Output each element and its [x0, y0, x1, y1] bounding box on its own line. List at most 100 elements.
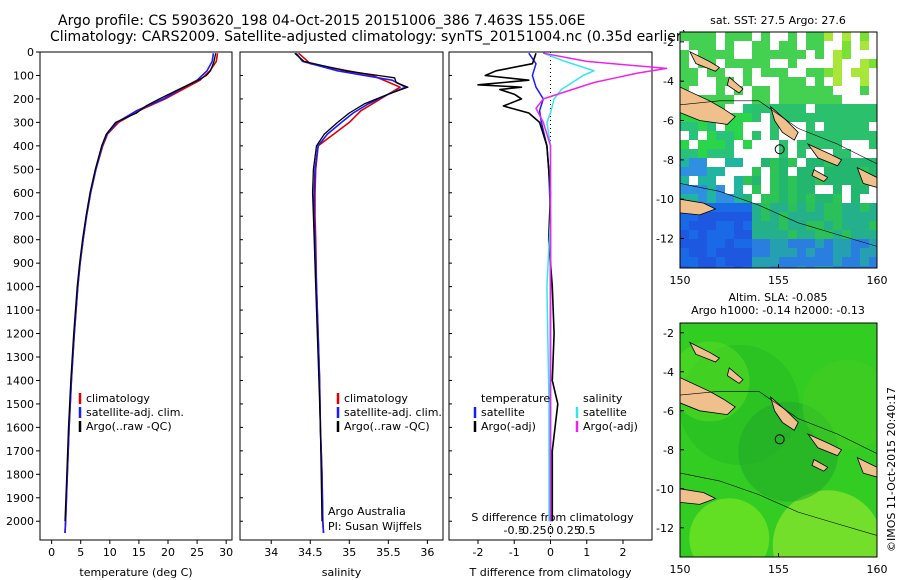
temperature-axis-label: temperature (deg C): [79, 566, 192, 579]
sst-cell: [851, 203, 860, 212]
sst-cell: [716, 221, 725, 230]
sst-cell: [779, 149, 788, 158]
sst-cell: [743, 257, 752, 266]
land-mass: [680, 86, 736, 125]
sst-cell: [806, 266, 815, 268]
sst-cell: [815, 50, 824, 59]
temp-legend-item: Argo(..raw -QC): [86, 420, 172, 433]
sst-cell: [689, 194, 698, 203]
sst-cell: [698, 149, 707, 158]
sst-cell: [716, 203, 725, 212]
sst-cell: [851, 266, 860, 268]
sst-cell: [698, 221, 707, 230]
sst-cell: [806, 140, 815, 149]
lat-tick-label: -10: [656, 483, 674, 496]
sst-cell: [860, 212, 869, 221]
sst-cell: [860, 41, 869, 50]
sst-cell: [806, 185, 815, 194]
sst-cell: [851, 113, 860, 122]
sst-cell: [734, 113, 743, 122]
sst-cell: [779, 68, 788, 77]
sst-cell: [698, 32, 707, 41]
sal-satellite-line: [295, 52, 407, 534]
sst-cell: [689, 122, 698, 131]
sst-cell: [716, 149, 725, 158]
sst-cell: [860, 104, 869, 113]
depth-tick-label: 2000: [6, 515, 34, 528]
land-mass: [689, 50, 721, 72]
lon-tick-label: 150: [670, 563, 691, 576]
sst-cell: [761, 95, 770, 104]
lon-tick-label: 160: [867, 563, 888, 576]
sst-cell: [725, 221, 734, 230]
sst-cell: [752, 176, 761, 185]
sst-cell: [851, 194, 860, 203]
sst-cell: [869, 158, 877, 167]
sst-cell: [770, 68, 779, 77]
sst-cell: [779, 257, 788, 266]
zero-dotted-line: [550, 528, 551, 529]
depth-tick-label: 200: [13, 93, 34, 106]
sst-cell: [815, 212, 824, 221]
sst-cell: [824, 95, 833, 104]
diff-legend-item: Argo(-adj): [481, 420, 536, 433]
sst-cell: [779, 86, 788, 95]
sst-cell: [698, 167, 707, 176]
salinity-tick-label: 35: [342, 546, 356, 559]
sst-cell: [716, 167, 725, 176]
sst-cell: [833, 221, 842, 230]
zero-dotted-line: [550, 116, 551, 117]
sst-cell: [815, 68, 824, 77]
sst-cell: [869, 203, 877, 212]
sst-cell: [824, 248, 833, 257]
sst-cell: [698, 140, 707, 149]
sst-cell: [770, 131, 779, 140]
zero-dotted-line: [550, 84, 551, 85]
sst-cell: [797, 140, 806, 149]
sst-cell: [716, 239, 725, 248]
s-diff-tick-label: -0.25: [518, 524, 546, 537]
lon-tick-label: 155: [768, 563, 789, 576]
diff-legend-header-temperature: temperature: [481, 392, 550, 405]
depth-tick-label: 1000: [6, 281, 34, 294]
sst-cell: [743, 230, 752, 239]
sst-cell: [851, 185, 860, 194]
sst-cell: [752, 104, 761, 113]
sst-cell: [833, 167, 842, 176]
sst-cell: [707, 221, 716, 230]
sst-cell: [806, 194, 815, 203]
sst-cell: [824, 266, 833, 268]
sst-cell: [779, 104, 788, 113]
sst-cell: [743, 212, 752, 221]
sst-cell: [716, 248, 725, 257]
sst-cell: [851, 131, 860, 140]
sst-cell: [797, 257, 806, 266]
temp-argo-line: [64, 53, 217, 522]
sst-cell: [698, 41, 707, 50]
sst-cell: [860, 158, 869, 167]
sst-cell: [833, 203, 842, 212]
sst-cell: [752, 113, 761, 122]
sst-cell: [707, 257, 716, 266]
sst-cell: [815, 131, 824, 140]
diff-legend-item: Argo(-adj): [583, 420, 638, 433]
sst-cell: [860, 131, 869, 140]
sst-cell: [716, 86, 725, 95]
land-mass: [680, 377, 736, 416]
sst-cell: [824, 239, 833, 248]
sla-blob: [772, 490, 877, 557]
sst-cell: [842, 167, 851, 176]
temperature-tick-label: 15: [132, 546, 146, 559]
sst-cell: [689, 257, 698, 266]
sst-cell: [815, 77, 824, 86]
sst-cell: [725, 194, 734, 203]
sst-cell: [680, 176, 689, 185]
zero-dotted-line: [550, 104, 551, 105]
sst-cell: [833, 77, 842, 86]
salinity-axis-label: salinity: [322, 566, 362, 579]
sst-cell: [833, 212, 842, 221]
salinity-tick-label: 34: [264, 546, 278, 559]
sst-cell: [770, 239, 779, 248]
sst-cell: [779, 41, 788, 50]
sst-cell: [752, 59, 761, 68]
